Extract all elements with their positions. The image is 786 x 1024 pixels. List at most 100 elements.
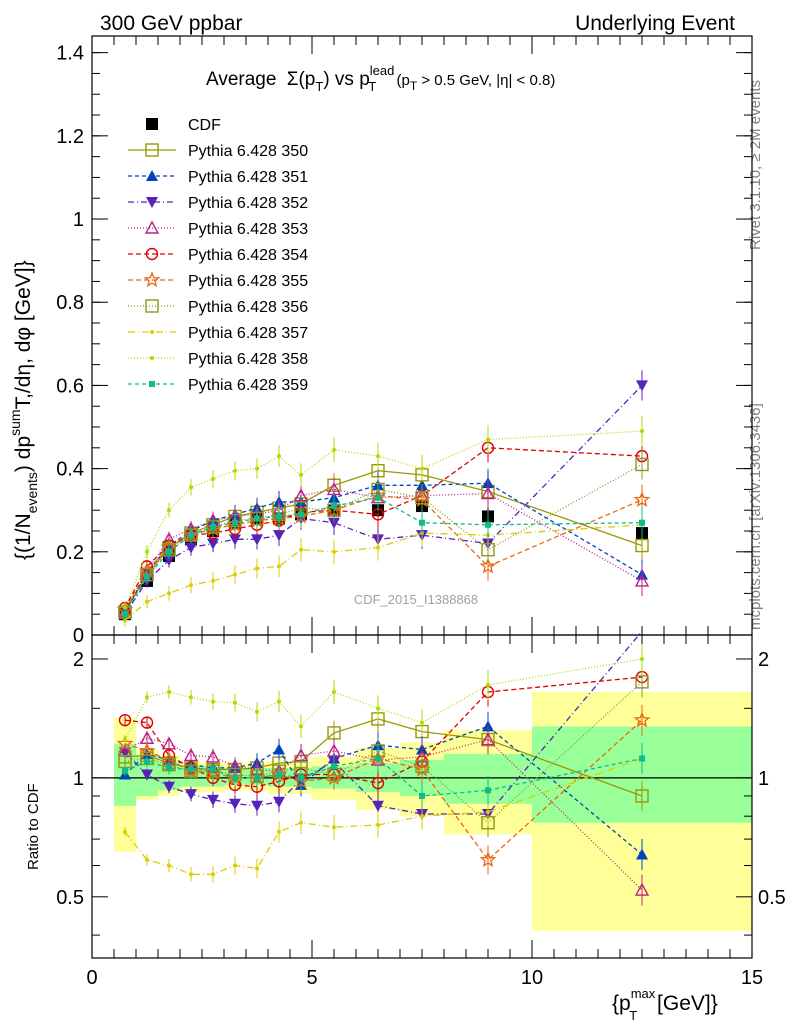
ratio-point [376, 706, 380, 711]
main-y-tick-label: 1 [73, 209, 84, 231]
data-point [207, 538, 219, 550]
legend-entry: Pythia 6.428 351 [128, 169, 308, 186]
ratio-point [167, 863, 171, 868]
legend-label: Pythia 6.428 356 [188, 299, 308, 316]
series-10 [122, 484, 645, 621]
ratio-point [633, 711, 651, 728]
ratio-point [207, 794, 219, 806]
data-point [211, 578, 215, 583]
data-point [485, 521, 491, 528]
data-point [188, 532, 194, 539]
data-point [375, 494, 381, 501]
x-tick-label: 0 [86, 967, 97, 989]
legend-label: Pythia 6.428 357 [188, 325, 308, 342]
ratio-point [331, 763, 337, 770]
ratio-point [277, 699, 281, 704]
data-point [419, 519, 425, 526]
data-point [211, 477, 215, 482]
data-point [299, 547, 303, 552]
x-tick-label: 15 [741, 967, 763, 989]
ratio-point [375, 755, 381, 762]
data-point [376, 545, 380, 550]
ratio-point [486, 682, 490, 687]
ratio-point [116, 735, 134, 751]
data-point [229, 534, 241, 546]
ratio-point [639, 755, 645, 762]
data-point [123, 618, 127, 623]
data-point [123, 605, 127, 610]
legend-entry: Pythia 6.428 358 [128, 351, 308, 368]
ratio-point [145, 857, 149, 862]
main-y-tick-label: 1.4 [56, 43, 84, 65]
chart-title: Average Σ(pT) vs plead T (pT > 0.5 GeV, |… [206, 63, 555, 94]
ratio-point [123, 829, 127, 834]
ratio-point [277, 829, 281, 834]
ratio-point [166, 764, 172, 771]
ratio-point [420, 814, 424, 819]
legend-marker [146, 170, 158, 181]
legend-marker [146, 197, 158, 208]
header-right: Underlying Event [575, 12, 735, 35]
analysis-watermark: CDF_2015_I1388868 [354, 592, 478, 607]
ratio-point [122, 768, 128, 775]
legend-marker [150, 330, 154, 334]
legend-label: Pythia 6.428 358 [188, 351, 308, 368]
main-y-tick-label: 0.2 [56, 542, 84, 564]
ratio-point [163, 781, 175, 793]
legend-marker [150, 356, 154, 360]
ratio-point [189, 695, 193, 700]
ratio-point [273, 796, 285, 808]
legend-marker [145, 143, 159, 157]
rivet-label: Rivet 3.1.10, ≥ 2M events [747, 80, 764, 250]
series-line [124, 497, 643, 615]
legend-label: Pythia 6.428 359 [188, 377, 308, 394]
data-point [299, 472, 303, 477]
ratio-point [371, 776, 385, 790]
legend-label: Pythia 6.428 352 [188, 195, 308, 212]
data-point [233, 572, 237, 577]
data-point [298, 511, 304, 518]
ratio-point [233, 863, 237, 868]
data-point [167, 591, 171, 596]
ratio-point [420, 720, 424, 725]
ratio-point [141, 769, 153, 781]
main-y-axis-label: {(1/Nevents) dpsumT,/dη, dφ [GeV]} [7, 260, 40, 560]
ratio-point [273, 743, 285, 755]
ratio-point [372, 800, 384, 812]
data-point [276, 513, 282, 520]
data-point [634, 573, 650, 587]
ratio-point [635, 789, 649, 803]
legend-marker [145, 299, 159, 313]
ratio-line [124, 630, 643, 815]
ratio-point [415, 759, 429, 773]
data-point [277, 454, 281, 459]
series-9 [123, 416, 644, 614]
x-tick-label: 10 [521, 967, 543, 989]
data-point [122, 611, 128, 618]
ratio-point [480, 732, 496, 746]
ratio-point [479, 851, 497, 868]
data-point [332, 549, 336, 554]
series-line [124, 524, 643, 621]
ratio-point [635, 675, 649, 689]
data-point [328, 517, 340, 529]
ratio-point [419, 792, 425, 799]
ratio-y-tick-label-right: 2 [758, 649, 769, 671]
data-point [210, 523, 216, 530]
ratio-point [185, 789, 197, 801]
ratio-point [299, 820, 303, 825]
x-axis-label: {pmax T [GeV]} [612, 986, 718, 1023]
ratio-point [144, 758, 150, 765]
legend-entry: Pythia 6.428 355 [128, 271, 308, 290]
legend-marker [144, 220, 160, 234]
ratio-y-tick-label: 1 [73, 768, 84, 790]
legend-entry: Pythia 6.428 350 [128, 143, 308, 160]
ratio-point [145, 695, 149, 700]
ratio-point [251, 800, 263, 812]
main-y-tick-label: 0.6 [56, 375, 84, 397]
ratio-point [634, 882, 650, 896]
main-series [116, 370, 651, 627]
ratio-point [232, 774, 238, 781]
legend-label: Pythia 6.428 350 [188, 143, 308, 160]
